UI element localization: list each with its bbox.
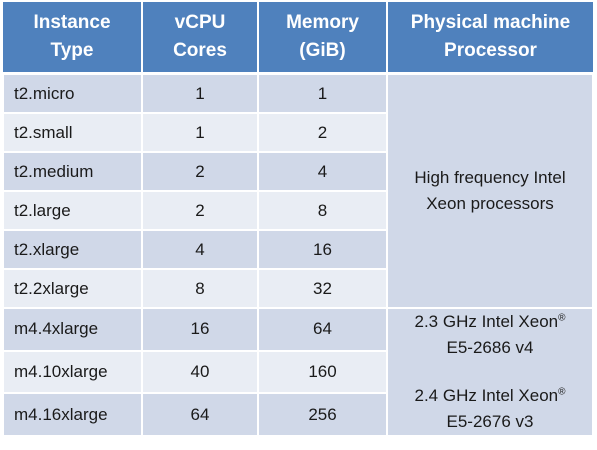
cell-vcpu: 1 [141,112,259,153]
cell-memory: 16 [257,229,388,270]
processor-text: E5-2686 v4 [446,338,534,357]
header-text: vCPU [174,12,226,33]
cell-processor-t2: High frequency Intel Xeon processors [386,72,594,309]
table-row: m4.16xlarge 64 256 [2,392,593,437]
cell-vcpu: 40 [141,349,259,395]
header-text: Instance [33,12,111,33]
header-text: Processor [444,40,537,61]
cell-memory: 32 [257,268,388,309]
processor-text: E5-2676 v3 [446,412,534,431]
table-row: t2.large 2 8 [2,190,593,231]
header-text: Type [50,40,94,61]
cell-memory: 4 [257,151,388,192]
table-row: t2.2xlarge 8 32 [2,268,593,309]
table-row: m4.10xlarge 40 160 [2,349,593,395]
cell-instance-type: m4.4xlarge [2,307,143,352]
cell-vcpu: 8 [141,268,259,309]
cell-instance-type: t2.medium [2,151,143,192]
instance-types-table: Instance Type vCPU Cores Memory (GiB) Physi… [2,2,594,437]
cell-memory: 1 [257,72,388,114]
cell-vcpu: 2 [141,151,259,192]
table-row: t2.micro 1 1 High frequency Intel Xeon pr… [2,72,594,309]
cell-instance-type: t2.micro [2,72,143,114]
cell-instance-type: t2.large [2,190,143,231]
cell-processor-m4: 2.3 GHz Intel Xeon® E5-2686 v4 2.4 GHz Int… [386,307,594,437]
header-text: (GiB) [299,40,346,61]
registered-mark: ® [558,312,566,324]
table-row: t2.medium 2 4 [2,151,593,192]
cell-vcpu: 2 [141,190,259,231]
cell-instance-type: t2.2xlarge [2,268,143,309]
header-processor: Physical machine Processor [387,2,593,75]
header-vcpu-cores: vCPU Cores [142,2,259,75]
header-instance-type: Instance Type [3,2,143,75]
cell-vcpu: 64 [141,392,259,437]
cell-memory: 256 [257,392,388,437]
cell-memory: 160 [257,349,388,395]
cell-instance-type: m4.10xlarge [2,349,143,395]
header-memory: Memory (GiB) [258,2,388,75]
table-row: t2.small 1 2 [2,112,593,153]
cell-instance-type: t2.xlarge [2,229,143,270]
cell-vcpu: 4 [141,229,259,270]
table-row: t2.xlarge 4 16 [2,229,593,270]
cell-memory: 2 [257,112,388,153]
processor-text: 2.4 GHz Intel Xeon [414,386,559,405]
cell-instance-type: m4.16xlarge [2,392,143,437]
table-row: m4.4xlarge 16 64 2.3 GHz Intel Xeon® E5-2… [2,307,594,437]
cell-memory: 64 [257,307,388,352]
header-row: Instance Type vCPU Cores Memory (GiB) Physi… [3,2,593,75]
header-text: Memory [286,12,359,33]
cell-vcpu: 1 [141,72,259,114]
processor-text: 2.3 GHz Intel Xeon [414,312,559,331]
cell-vcpu: 16 [141,307,259,352]
header-text: Cores [173,40,227,61]
cell-instance-type: t2.small [2,112,143,153]
cell-memory: 8 [257,190,388,231]
registered-mark: ® [558,386,566,398]
header-text: Physical machine [410,12,571,33]
processor-text: High frequency Intel [414,168,566,187]
processor-text: Xeon processors [426,194,554,213]
